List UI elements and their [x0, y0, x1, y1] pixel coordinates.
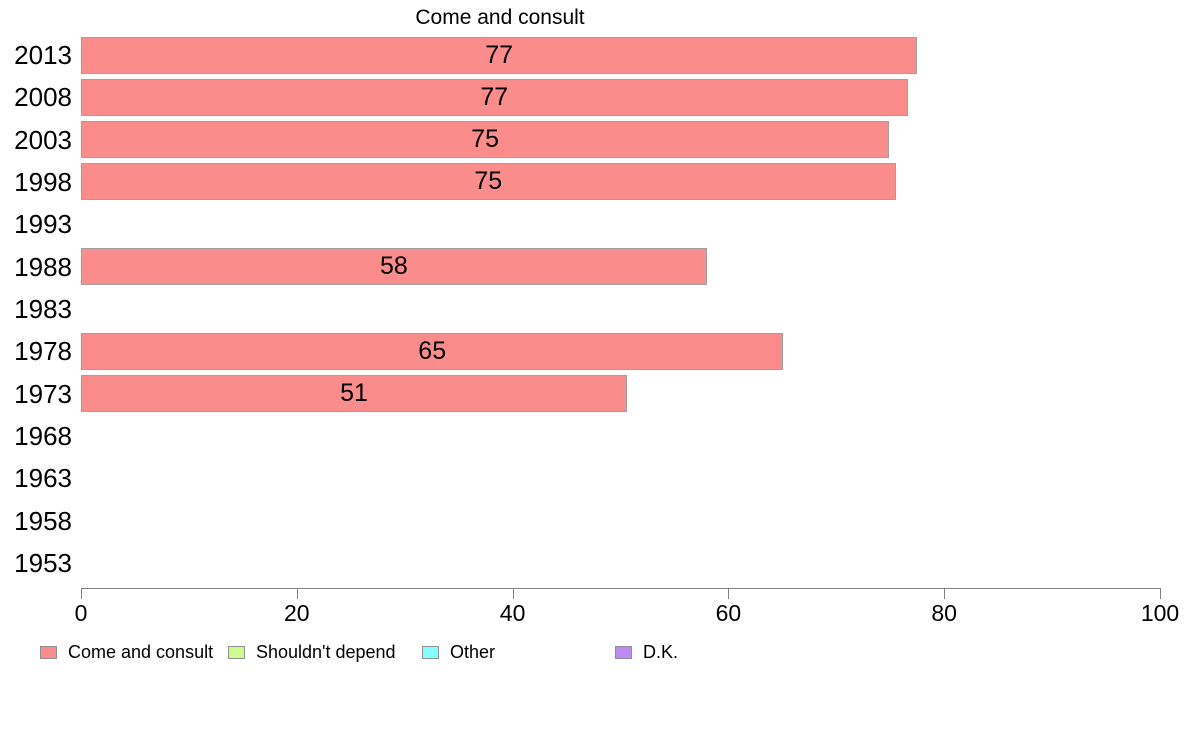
x-axis-tick-label: 60	[715, 600, 742, 626]
legend-item: Shouldn't depend	[228, 641, 396, 663]
bar	[81, 375, 627, 413]
x-axis-tick	[296, 588, 298, 599]
y-axis-label: 1963	[14, 463, 72, 494]
y-axis-label: 2003	[14, 124, 72, 155]
chart-title: Come and consult	[415, 6, 585, 29]
y-axis-label: 1968	[14, 420, 72, 451]
legend-label: Come and consult	[68, 642, 214, 662]
legend-swatch-icon	[422, 645, 439, 659]
bar-value-label: 58	[380, 252, 408, 281]
y-axis-label: 1973	[14, 378, 72, 409]
x-axis-tick-label: 100	[1140, 600, 1180, 626]
legend-label: Shouldn't depend	[256, 642, 396, 662]
bar	[81, 121, 890, 159]
bar-value-label: 65	[418, 336, 447, 365]
bar	[81, 163, 896, 201]
x-axis-tick	[512, 588, 514, 599]
legend-swatch-icon	[228, 645, 245, 659]
bar	[81, 248, 707, 286]
y-axis-label: 1983	[14, 293, 72, 324]
bar	[81, 36, 918, 74]
legend-swatch-icon	[40, 645, 57, 659]
y-axis-label: 1978	[14, 336, 72, 367]
bar-value-label: 77	[485, 40, 514, 69]
bar-value-label: 77	[480, 82, 509, 111]
bar-value-label: 75	[474, 167, 503, 196]
y-axis-label: 1993	[14, 209, 72, 240]
x-axis-tick-label: 40	[499, 600, 526, 626]
y-axis-label: 1953	[14, 547, 72, 578]
legend-item: Come and consult	[40, 641, 213, 663]
x-axis-tick	[1160, 588, 1161, 599]
x-axis-tick	[944, 588, 946, 599]
x-axis-tick	[81, 588, 82, 599]
y-axis-label: 2013	[14, 40, 72, 70]
bar-value-label: 75	[471, 125, 499, 154]
x-axis-tick-label: 0	[74, 600, 88, 626]
y-axis-label: 1988	[14, 251, 72, 282]
bar	[81, 332, 784, 370]
legend-item: Other	[422, 641, 495, 663]
y-axis-label: 1998	[14, 166, 72, 197]
bar-value-label: 51	[340, 379, 368, 408]
x-axis-tick-label: 80	[931, 600, 957, 626]
y-axis-label: 1958	[14, 505, 72, 536]
y-axis-label: 2008	[14, 82, 72, 113]
x-axis-tick-label: 20	[284, 600, 310, 626]
legend-label: D.K.	[643, 642, 679, 662]
legend-swatch-icon	[615, 645, 632, 659]
legend-label: Other	[450, 642, 496, 662]
x-axis-tick	[728, 588, 730, 599]
bar	[81, 78, 908, 116]
x-axis-line	[81, 588, 1161, 589]
legend-item: D.K.	[615, 641, 678, 663]
